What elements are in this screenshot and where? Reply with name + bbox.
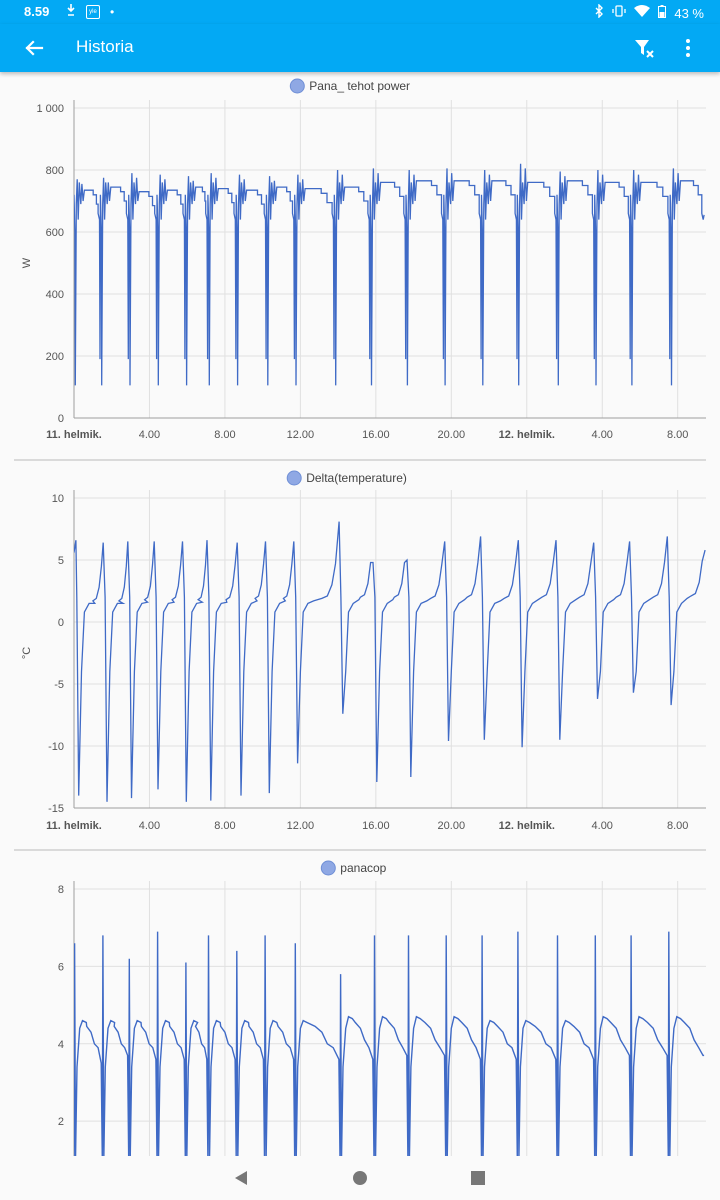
charts-canvas: Pana_ tehot power 0 200 400 600 800 1 000 11. h… bbox=[14, 78, 706, 1156]
clear-filter-button[interactable] bbox=[632, 36, 656, 60]
y-tick-label: 2 bbox=[58, 1116, 64, 1128]
dot-icon: • bbox=[110, 5, 115, 19]
y-axis-label: W bbox=[21, 257, 33, 268]
nav-recents-button[interactable] bbox=[468, 1168, 488, 1188]
y-tick-label: 600 bbox=[46, 227, 64, 239]
filter-remove-icon bbox=[635, 40, 654, 58]
y-tick-label: 10 bbox=[52, 493, 64, 505]
y-tick-label: -15 bbox=[48, 803, 64, 815]
back-button[interactable] bbox=[20, 34, 48, 62]
y-tick-label: 0 bbox=[58, 413, 64, 425]
x-tick-label: 12. helmik. bbox=[499, 820, 555, 832]
nav-back-button[interactable] bbox=[232, 1168, 252, 1188]
y-tick-label: -10 bbox=[48, 741, 64, 753]
x-tick-label: 16.00 bbox=[362, 820, 390, 832]
y-tick-label: 6 bbox=[58, 961, 64, 973]
x-tick-label: 20.00 bbox=[438, 429, 466, 441]
x-tick-label: 4.00 bbox=[139, 820, 160, 832]
nav-recents-icon bbox=[471, 1171, 485, 1185]
system-nav-bar bbox=[0, 1156, 720, 1200]
bluetooth-icon bbox=[594, 3, 604, 22]
chart-0: Pana_ tehot power 0 200 400 600 800 1 000 11. h… bbox=[14, 78, 706, 461]
series-line bbox=[74, 931, 705, 1156]
battery-icon bbox=[658, 4, 667, 22]
history-charts: Pana_ tehot power 0 200 400 600 800 1 000 11. h… bbox=[0, 72, 720, 1156]
series-line bbox=[74, 163, 705, 386]
x-tick-label: 8.00 bbox=[214, 820, 235, 832]
x-tick-label: 4.00 bbox=[139, 429, 160, 441]
y-tick-label: 800 bbox=[46, 165, 64, 177]
more-options-button[interactable] bbox=[676, 36, 700, 60]
nav-home-button[interactable] bbox=[350, 1168, 370, 1188]
page-title: Historia bbox=[76, 37, 134, 56]
x-tick-label: 12.00 bbox=[287, 820, 315, 832]
legend-dot bbox=[286, 470, 302, 486]
x-tick-label: 4.00 bbox=[592, 429, 613, 441]
y-tick-label: 8 bbox=[58, 884, 64, 896]
series-line bbox=[74, 521, 706, 802]
legend-dot bbox=[289, 78, 305, 94]
y-tick-label: 1 000 bbox=[36, 103, 64, 115]
y-tick-label: -5 bbox=[54, 679, 64, 691]
x-tick-label: 12. helmik. bbox=[499, 429, 555, 441]
status-bar: 8.59 yle • 43 % bbox=[0, 0, 720, 24]
x-tick-label: 11. helmik. bbox=[46, 429, 102, 441]
y-tick-label: 0 bbox=[58, 617, 64, 629]
vibrate-icon bbox=[612, 5, 627, 21]
y-tick-label: 200 bbox=[46, 351, 64, 363]
nav-home-icon bbox=[353, 1171, 367, 1185]
y-tick-label: 5 bbox=[58, 555, 64, 567]
chart-title: panacop bbox=[340, 861, 386, 875]
more-vert-icon bbox=[686, 39, 690, 57]
wifi-icon bbox=[634, 5, 651, 21]
battery-percent: 43 % bbox=[674, 5, 704, 21]
x-tick-label: 16.00 bbox=[362, 429, 390, 441]
y-axis-label: °C bbox=[21, 647, 33, 659]
app-bar: Historia bbox=[0, 24, 720, 72]
chart-1: Delta(temperature) -15 -10 -5 0 5 10 11. helmik… bbox=[14, 470, 706, 851]
x-tick-label: 4.00 bbox=[592, 820, 613, 832]
y-tick-label: 400 bbox=[46, 289, 64, 301]
x-tick-label: 8.00 bbox=[214, 429, 235, 441]
cast-icon bbox=[66, 3, 76, 21]
y-tick-label: 4 bbox=[58, 1039, 64, 1051]
x-tick-label: 11. helmik. bbox=[46, 820, 102, 832]
x-tick-label: 8.00 bbox=[667, 820, 688, 832]
chart-2: panacop 2 4 6 8 bbox=[58, 860, 706, 1156]
x-tick-label: 12.00 bbox=[287, 429, 315, 441]
legend-dot bbox=[320, 860, 336, 876]
chart-title: Delta(temperature) bbox=[306, 471, 407, 485]
nav-back-icon bbox=[235, 1171, 247, 1185]
arrow-left-icon bbox=[25, 40, 44, 56]
x-tick-label: 8.00 bbox=[667, 429, 688, 441]
x-tick-label: 20.00 bbox=[438, 820, 466, 832]
yle-icon: yle bbox=[86, 5, 100, 19]
status-time: 8.59 bbox=[24, 4, 50, 19]
chart-title: Pana_ tehot power bbox=[309, 79, 410, 93]
